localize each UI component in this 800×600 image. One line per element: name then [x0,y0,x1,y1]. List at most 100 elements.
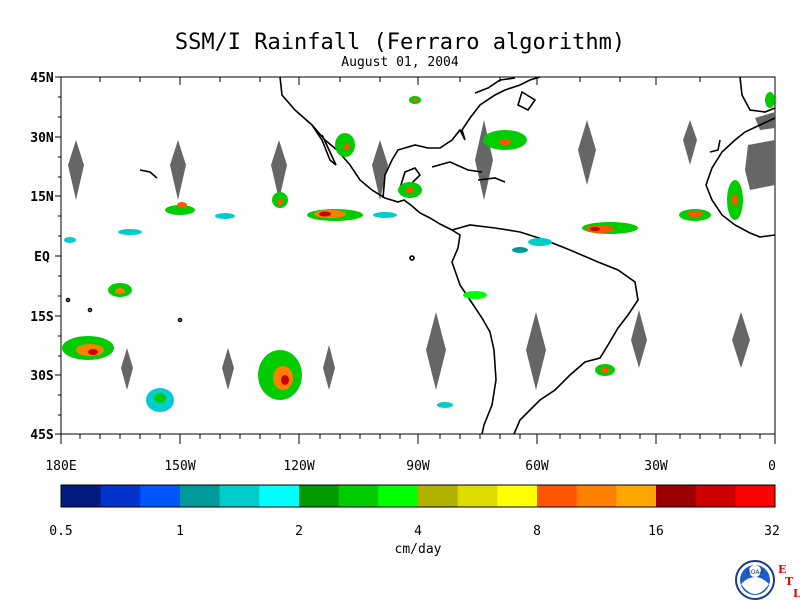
rainfall-patch [146,388,174,412]
swath-gap [271,140,287,200]
map-title: SSM/I Rainfall (Ferraro algorithm) [174,30,626,55]
colorbar-swatch [457,485,498,507]
lon-label: 90W [406,459,430,474]
noaa-logo-text: NOAA [746,569,764,576]
lat-label: 45S [30,428,54,443]
coastline-na-west [279,76,453,231]
rainfall-patch [64,212,552,408]
colorbar-swatch [259,485,300,507]
colorbar-unit-label: cm/day [395,542,442,557]
colorbar-swatch [616,485,657,507]
swath-gap [578,120,596,185]
logo-letter-t: T [785,575,794,588]
swath-gap [323,345,335,390]
latitude-labels: 45N 30N 15N EQ 15S 30S 45S [30,71,54,443]
colorbar-swatch [180,485,221,507]
colorbar-swatch [497,485,538,507]
coastline-sa-east [451,224,639,435]
lon-label: 150W [164,459,195,474]
swath-gap [68,140,84,200]
colorbar-swatch [735,485,776,507]
rainfall-patch [335,133,355,157]
rainfall-patch [765,92,775,108]
coastline-africa [705,117,776,238]
colorbar-swatch [418,485,459,507]
swath-gap [170,140,186,200]
coastline-sa-west [451,229,497,435]
coastline-island [177,317,183,323]
coastline-na-east [382,76,541,199]
swath-gap [222,348,234,390]
colorbar-swatch [140,485,181,507]
logo-letter-l: L [793,587,800,600]
lon-label: 120W [283,459,314,474]
land-nodata [745,140,775,190]
lat-label: 30N [30,131,54,146]
x-axis-ticks [60,434,776,444]
rainfall-patch [679,209,711,221]
swath-gap [683,120,697,165]
rainfall-patch [463,291,487,299]
rainfall-patch [595,364,615,376]
coastlines [65,76,776,435]
rainfall-patch [409,96,421,104]
coastline-newfoundland [517,90,537,112]
colorbar-swatch [338,485,379,507]
coastline-island [65,297,71,303]
colorbar [61,485,776,507]
lat-label: 15N [30,190,54,205]
top-axis-ticks [99,77,741,85]
lat-label: 15S [30,310,54,325]
colorbar-swatch [537,485,578,507]
colorbar-swatch [656,485,697,507]
lat-label: EQ [34,250,50,265]
lon-label: 180E [45,459,76,474]
y-axis-ticks [55,76,61,435]
lon-label: 30W [644,459,668,474]
colorbar-tick: 1 [176,524,184,539]
colorbar-tick: 0.5 [49,524,72,539]
colorbar-swatch [61,485,102,507]
swath-gap [372,140,388,200]
coastline-iberia [739,76,776,113]
colorbar-swatch [695,485,736,507]
colorbar-tick: 32 [764,524,780,539]
swath-gap [732,312,750,368]
lat-label: 45N [30,71,54,86]
rainfall-patch [398,182,422,198]
colorbar-swatch [576,485,617,507]
colorbar-frame [60,484,776,508]
colorbar-tick: 16 [648,524,664,539]
longitude-labels: 180E 150W 120W 90W 60W 30W 0 [45,459,776,474]
map-frame [60,76,776,435]
coastline-canada [474,77,516,94]
coastline-cuba [431,161,483,173]
map-subtitle: August 01, 2004 [341,55,459,70]
colorbar-tick: 4 [414,524,422,539]
lon-label: 0 [768,459,776,474]
lat-label: 30S [30,369,54,384]
colorbar-tick: 8 [533,524,541,539]
rainfall-patch [582,222,638,234]
rainfall-patch [258,350,302,400]
colorbar-swatch [219,485,260,507]
coastline-hispaniola [477,177,506,183]
swath-gap [631,310,647,368]
coastline-baja [311,124,337,166]
rainfall-patch [727,180,743,220]
rainfall-patch [272,192,288,208]
lon-label: 60W [525,459,549,474]
rainfall-patches [62,92,775,412]
rainfall-patch [62,336,114,360]
logo-letter-e: E [778,563,787,576]
coastline-hawaii [139,169,158,179]
swath-gap [121,348,133,390]
swath-gap [526,312,546,390]
coastline-galapagos [409,255,415,261]
swath-gap [426,312,446,390]
rainfall-patch [108,283,132,297]
rainfall-patch [165,202,195,215]
coastline-island [87,307,93,313]
colorbar-swatch [378,485,419,507]
